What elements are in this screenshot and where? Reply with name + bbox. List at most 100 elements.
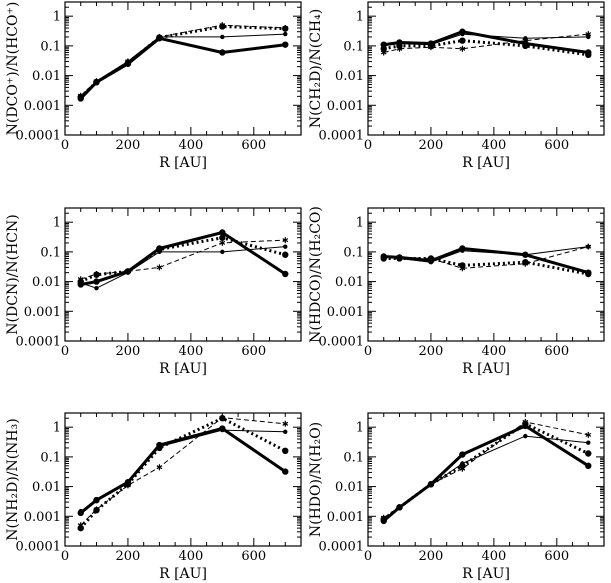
data-point <box>522 260 529 267</box>
plot-frame <box>367 1 605 136</box>
plot-area <box>380 418 592 525</box>
panel-4: 0 200 400 600 0.0001 0.001 0.01 0.1 1 R [AU] N(HDC… <box>308 206 605 377</box>
series-line-4 <box>80 239 286 280</box>
data-point <box>283 429 288 434</box>
y-tick-label: 1 <box>53 10 61 25</box>
data-point <box>93 271 100 277</box>
data-point <box>282 447 289 455</box>
x-tick-label: 600 <box>544 549 569 564</box>
data-point <box>219 414 226 421</box>
data-point <box>93 278 100 285</box>
series-line-1 <box>382 424 590 523</box>
data-point <box>282 420 289 427</box>
y-tick-label: 1 <box>356 10 364 25</box>
data-point <box>220 34 225 40</box>
y-tick-label: 0.0001 <box>16 540 62 555</box>
y-tick-label: 0.0001 <box>319 540 365 555</box>
y-tick-label: 0.01 <box>335 275 364 290</box>
data-point <box>219 22 226 29</box>
y-tick-label: 0.001 <box>24 305 61 320</box>
data-point <box>282 270 289 278</box>
data-point <box>125 58 131 65</box>
data-point <box>156 264 163 271</box>
y-tick-label: 0.001 <box>327 510 364 525</box>
y-tick-label: 1 <box>53 421 61 436</box>
data-point <box>77 276 84 283</box>
data-point <box>380 49 387 56</box>
x-tick-label: 600 <box>241 344 266 359</box>
data-point <box>522 37 529 44</box>
data-point <box>380 514 387 521</box>
x-tick-label: 200 <box>419 344 444 359</box>
y-tick-label: 0.01 <box>32 480 61 495</box>
y-axis-label: N(DCN)/N(HCN) <box>5 214 21 334</box>
x-tick-label: 400 <box>481 549 506 564</box>
x-tick-label: 600 <box>544 344 569 359</box>
data-point <box>283 31 288 37</box>
plot-frame <box>367 207 605 342</box>
panel-6: 0 200 400 600 0.0001 0.001 0.01 0.1 1 R [AU] N(HDO… <box>308 412 605 582</box>
series-line-1 <box>79 36 286 100</box>
series-line-2 <box>383 435 589 520</box>
y-axis-label: N(NH₂D)/N(NH₃) <box>5 418 21 540</box>
y-tick-label: 1 <box>53 216 61 231</box>
data-point <box>282 237 289 244</box>
y-tick-label: 0.1 <box>343 245 364 260</box>
data-point <box>585 51 592 59</box>
x-tick-label: 0 <box>364 344 372 359</box>
data-point <box>459 451 466 458</box>
data-point <box>282 468 289 475</box>
data-point <box>459 265 466 272</box>
y-tick-label: 0.0001 <box>16 335 62 350</box>
y-tick-label: 0.1 <box>343 450 364 465</box>
x-axis-label: R [AU] <box>462 155 510 171</box>
data-point <box>522 418 529 425</box>
series-line-4 <box>383 421 589 519</box>
data-point <box>94 285 99 291</box>
y-tick-label: 0.1 <box>40 39 61 54</box>
data-point <box>219 234 226 241</box>
y-tick-label: 0.01 <box>335 69 364 84</box>
plot-frame <box>64 412 302 547</box>
data-point <box>585 31 592 38</box>
data-point <box>77 522 84 529</box>
data-point <box>428 44 434 51</box>
x-tick-label: 600 <box>241 549 266 564</box>
x-tick-label: 400 <box>481 138 506 153</box>
plot-frame <box>64 207 302 342</box>
data-point <box>282 25 289 31</box>
data-point <box>77 92 84 99</box>
series-line-4 <box>383 246 589 269</box>
x-tick-label: 600 <box>544 138 569 153</box>
x-tick-label: 200 <box>116 344 141 359</box>
x-tick-label: 0 <box>364 138 372 153</box>
y-tick-label: 0.01 <box>335 480 364 495</box>
data-point <box>459 465 466 472</box>
data-point <box>585 462 592 470</box>
y-tick-label: 0.001 <box>24 99 61 114</box>
data-point <box>585 270 592 278</box>
data-point <box>585 431 592 438</box>
data-point <box>283 244 288 249</box>
panel-3: 0 200 400 600 0.0001 0.001 0.01 0.1 1 R [AU] N(DCN… <box>5 207 302 377</box>
series-line-4 <box>383 33 589 53</box>
x-tick-label: 400 <box>481 344 506 359</box>
series-line-2 <box>80 429 286 512</box>
x-axis-label: R [AU] <box>159 155 207 171</box>
data-point <box>396 504 403 511</box>
data-point <box>585 450 592 457</box>
x-tick-label: 0 <box>61 138 69 153</box>
y-tick-label: 0.001 <box>327 99 364 114</box>
x-tick-label: 400 <box>178 549 203 564</box>
data-point <box>460 248 465 253</box>
x-axis-label: R [AU] <box>462 361 510 377</box>
data-point <box>220 249 225 255</box>
y-tick-label: 0.001 <box>24 510 61 525</box>
data-point <box>522 42 529 50</box>
series-line-4 <box>80 24 286 97</box>
data-point <box>219 49 226 56</box>
data-point <box>396 254 403 261</box>
data-point <box>156 246 163 253</box>
panel-1: 0 200 400 600 0.0001 0.001 0.01 0.1 1 R [AU] N(DCO… <box>5 1 302 171</box>
data-point <box>460 31 465 37</box>
